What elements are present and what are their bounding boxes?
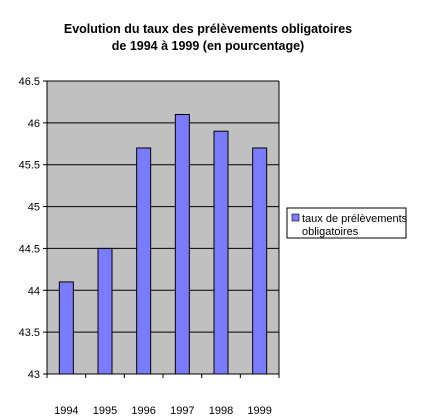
- legend-label-line-2: obligatoires: [302, 226, 359, 238]
- legend-box: [286, 207, 407, 239]
- legend-label-line-1: taux de prélèvements: [302, 213, 408, 225]
- x-tick-label: 1998: [209, 405, 233, 417]
- y-tick-label: 46: [28, 118, 40, 130]
- x-tick-label: 1995: [93, 405, 117, 417]
- y-tick-label: 44.5: [19, 243, 40, 255]
- x-tick-label: 1997: [170, 405, 194, 417]
- plot-area: [47, 81, 279, 374]
- bar: [97, 247, 113, 375]
- y-tick-labels: 43 43.5 44 44.5 45 45.5 46 46.5: [19, 76, 40, 381]
- y-tick-label: 43: [28, 369, 40, 381]
- y-tick-label: 45: [28, 202, 40, 214]
- x-tick-label: 1999: [247, 405, 271, 417]
- bar: [252, 147, 268, 375]
- y-tick-label: 45.5: [19, 160, 40, 172]
- gridlines: [47, 80, 279, 375]
- chart-title-line-1: Evolution du taux des prélèvements oblig…: [64, 22, 352, 36]
- x-tick-labels: 1994 1995 1996 1997 1998 1999: [54, 405, 272, 417]
- chart-title-line-2: de 1994 à 1999 (en pourcentage): [112, 39, 304, 53]
- bar: [58, 281, 74, 375]
- x-tick-label: 1994: [54, 405, 78, 417]
- legend: taux de prélèvements obligatoires: [286, 207, 408, 239]
- bar: [213, 130, 229, 375]
- y-tick-label: 43.5: [19, 327, 40, 339]
- axes: [43, 80, 280, 378]
- legend-swatch: [291, 213, 300, 222]
- y-tick-label: 44: [28, 285, 40, 297]
- y-tick-label: 46.5: [19, 76, 40, 88]
- bar: [136, 147, 152, 375]
- bar: [174, 113, 190, 375]
- x-tick-label: 1996: [131, 405, 155, 417]
